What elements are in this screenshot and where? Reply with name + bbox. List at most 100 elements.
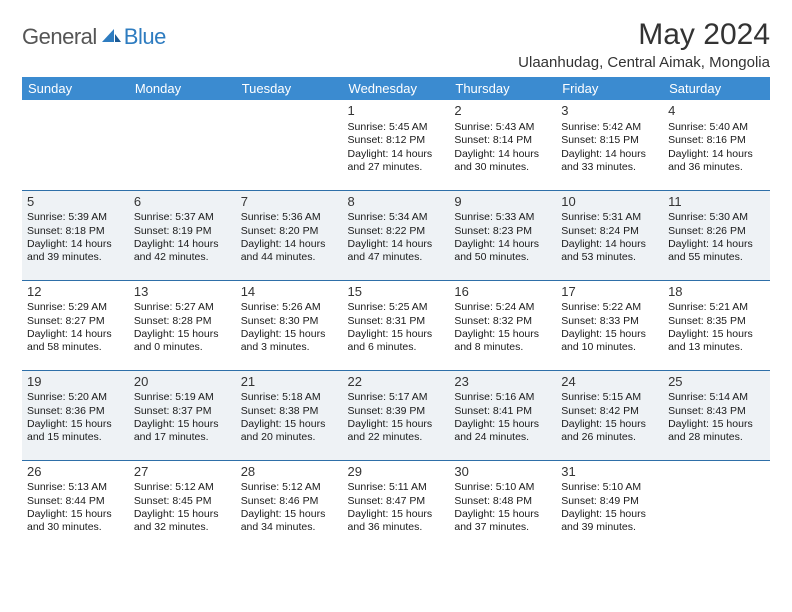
weekday-header: Saturday	[663, 77, 770, 100]
calendar-week-row: 12Sunrise: 5:29 AMSunset: 8:27 PMDayligh…	[22, 280, 770, 370]
calendar-day-cell: 8Sunrise: 5:34 AMSunset: 8:22 PMDaylight…	[343, 190, 450, 280]
daylight-line: Daylight: 15 hours and 10 minutes.	[561, 328, 658, 355]
sunrise-line: Sunrise: 5:12 AM	[241, 481, 338, 494]
calendar-day-cell: 15Sunrise: 5:25 AMSunset: 8:31 PMDayligh…	[343, 280, 450, 370]
daylight-line: Daylight: 15 hours and 13 minutes.	[668, 328, 765, 355]
calendar-day-cell: 9Sunrise: 5:33 AMSunset: 8:23 PMDaylight…	[449, 190, 556, 280]
sunrise-line: Sunrise: 5:40 AM	[668, 121, 765, 134]
daylight-line: Daylight: 14 hours and 53 minutes.	[561, 238, 658, 265]
weekday-header: Sunday	[22, 77, 129, 100]
sunset-line: Sunset: 8:23 PM	[454, 225, 551, 238]
sunset-line: Sunset: 8:30 PM	[241, 315, 338, 328]
daylight-line: Daylight: 14 hours and 44 minutes.	[241, 238, 338, 265]
day-number: 16	[454, 284, 551, 301]
day-number: 24	[561, 374, 658, 391]
daylight-line: Daylight: 14 hours and 36 minutes.	[668, 148, 765, 175]
sunset-line: Sunset: 8:45 PM	[134, 495, 231, 508]
day-number: 30	[454, 464, 551, 481]
logo-text-general: General	[22, 24, 97, 50]
daylight-line: Daylight: 15 hours and 17 minutes.	[134, 418, 231, 445]
day-number: 2	[454, 103, 551, 120]
sunrise-line: Sunrise: 5:14 AM	[668, 391, 765, 404]
calendar-day-cell: 27Sunrise: 5:12 AMSunset: 8:45 PMDayligh…	[129, 460, 236, 550]
sunrise-line: Sunrise: 5:21 AM	[668, 301, 765, 314]
calendar-day-cell: 29Sunrise: 5:11 AMSunset: 8:47 PMDayligh…	[343, 460, 450, 550]
daylight-line: Daylight: 15 hours and 6 minutes.	[348, 328, 445, 355]
daylight-line: Daylight: 14 hours and 33 minutes.	[561, 148, 658, 175]
daylight-line: Daylight: 15 hours and 30 minutes.	[27, 508, 124, 535]
day-number: 25	[668, 374, 765, 391]
calendar-day-cell: 12Sunrise: 5:29 AMSunset: 8:27 PMDayligh…	[22, 280, 129, 370]
sunset-line: Sunset: 8:47 PM	[348, 495, 445, 508]
calendar-day-cell: 18Sunrise: 5:21 AMSunset: 8:35 PMDayligh…	[663, 280, 770, 370]
calendar-day-cell: 25Sunrise: 5:14 AMSunset: 8:43 PMDayligh…	[663, 370, 770, 460]
calendar-day-cell: 26Sunrise: 5:13 AMSunset: 8:44 PMDayligh…	[22, 460, 129, 550]
sunrise-line: Sunrise: 5:43 AM	[454, 121, 551, 134]
daylight-line: Daylight: 15 hours and 20 minutes.	[241, 418, 338, 445]
sunrise-line: Sunrise: 5:12 AM	[134, 481, 231, 494]
calendar-day-cell: 17Sunrise: 5:22 AMSunset: 8:33 PMDayligh…	[556, 280, 663, 370]
daylight-line: Daylight: 15 hours and 28 minutes.	[668, 418, 765, 445]
sunset-line: Sunset: 8:44 PM	[27, 495, 124, 508]
location: Ulaanhudag, Central Aimak, Mongolia	[518, 54, 770, 71]
daylight-line: Daylight: 14 hours and 50 minutes.	[454, 238, 551, 265]
day-number: 17	[561, 284, 658, 301]
daylight-line: Daylight: 15 hours and 0 minutes.	[134, 328, 231, 355]
calendar-table: SundayMondayTuesdayWednesdayThursdayFrid…	[22, 77, 770, 550]
calendar-day-cell	[22, 100, 129, 190]
day-number: 21	[241, 374, 338, 391]
daylight-line: Daylight: 15 hours and 22 minutes.	[348, 418, 445, 445]
daylight-line: Daylight: 15 hours and 26 minutes.	[561, 418, 658, 445]
sunset-line: Sunset: 8:38 PM	[241, 405, 338, 418]
day-number: 31	[561, 464, 658, 481]
sunrise-line: Sunrise: 5:45 AM	[348, 121, 445, 134]
sunset-line: Sunset: 8:14 PM	[454, 134, 551, 147]
day-number: 5	[27, 194, 124, 211]
daylight-line: Daylight: 14 hours and 39 minutes.	[27, 238, 124, 265]
sunset-line: Sunset: 8:48 PM	[454, 495, 551, 508]
sunset-line: Sunset: 8:46 PM	[241, 495, 338, 508]
sunset-line: Sunset: 8:37 PM	[134, 405, 231, 418]
sunrise-line: Sunrise: 5:25 AM	[348, 301, 445, 314]
sunrise-line: Sunrise: 5:33 AM	[454, 211, 551, 224]
calendar-day-cell	[129, 100, 236, 190]
day-number: 11	[668, 194, 765, 211]
daylight-line: Daylight: 15 hours and 39 minutes.	[561, 508, 658, 535]
sunset-line: Sunset: 8:42 PM	[561, 405, 658, 418]
daylight-line: Daylight: 14 hours and 58 minutes.	[27, 328, 124, 355]
sunset-line: Sunset: 8:26 PM	[668, 225, 765, 238]
day-number: 4	[668, 103, 765, 120]
calendar-day-cell: 14Sunrise: 5:26 AMSunset: 8:30 PMDayligh…	[236, 280, 343, 370]
weekday-header: Monday	[129, 77, 236, 100]
calendar-day-cell: 2Sunrise: 5:43 AMSunset: 8:14 PMDaylight…	[449, 100, 556, 190]
sunrise-line: Sunrise: 5:39 AM	[27, 211, 124, 224]
calendar-day-cell: 19Sunrise: 5:20 AMSunset: 8:36 PMDayligh…	[22, 370, 129, 460]
sunrise-line: Sunrise: 5:42 AM	[561, 121, 658, 134]
daylight-line: Daylight: 14 hours and 27 minutes.	[348, 148, 445, 175]
daylight-line: Daylight: 15 hours and 36 minutes.	[348, 508, 445, 535]
daylight-line: Daylight: 15 hours and 32 minutes.	[134, 508, 231, 535]
calendar-day-cell: 24Sunrise: 5:15 AMSunset: 8:42 PMDayligh…	[556, 370, 663, 460]
daylight-line: Daylight: 15 hours and 8 minutes.	[454, 328, 551, 355]
sunset-line: Sunset: 8:33 PM	[561, 315, 658, 328]
calendar-day-cell: 1Sunrise: 5:45 AMSunset: 8:12 PMDaylight…	[343, 100, 450, 190]
sunrise-line: Sunrise: 5:30 AM	[668, 211, 765, 224]
calendar-day-cell: 20Sunrise: 5:19 AMSunset: 8:37 PMDayligh…	[129, 370, 236, 460]
sunset-line: Sunset: 8:49 PM	[561, 495, 658, 508]
calendar-day-cell: 22Sunrise: 5:17 AMSunset: 8:39 PMDayligh…	[343, 370, 450, 460]
sunset-line: Sunset: 8:24 PM	[561, 225, 658, 238]
day-number: 29	[348, 464, 445, 481]
calendar-day-cell: 4Sunrise: 5:40 AMSunset: 8:16 PMDaylight…	[663, 100, 770, 190]
calendar-day-cell: 11Sunrise: 5:30 AMSunset: 8:26 PMDayligh…	[663, 190, 770, 280]
sunset-line: Sunset: 8:16 PM	[668, 134, 765, 147]
day-number: 7	[241, 194, 338, 211]
sunset-line: Sunset: 8:41 PM	[454, 405, 551, 418]
day-number: 14	[241, 284, 338, 301]
sunset-line: Sunset: 8:31 PM	[348, 315, 445, 328]
sunrise-line: Sunrise: 5:10 AM	[561, 481, 658, 494]
sunset-line: Sunset: 8:12 PM	[348, 134, 445, 147]
sunset-line: Sunset: 8:35 PM	[668, 315, 765, 328]
sunrise-line: Sunrise: 5:37 AM	[134, 211, 231, 224]
calendar-day-cell: 31Sunrise: 5:10 AMSunset: 8:49 PMDayligh…	[556, 460, 663, 550]
day-number: 20	[134, 374, 231, 391]
